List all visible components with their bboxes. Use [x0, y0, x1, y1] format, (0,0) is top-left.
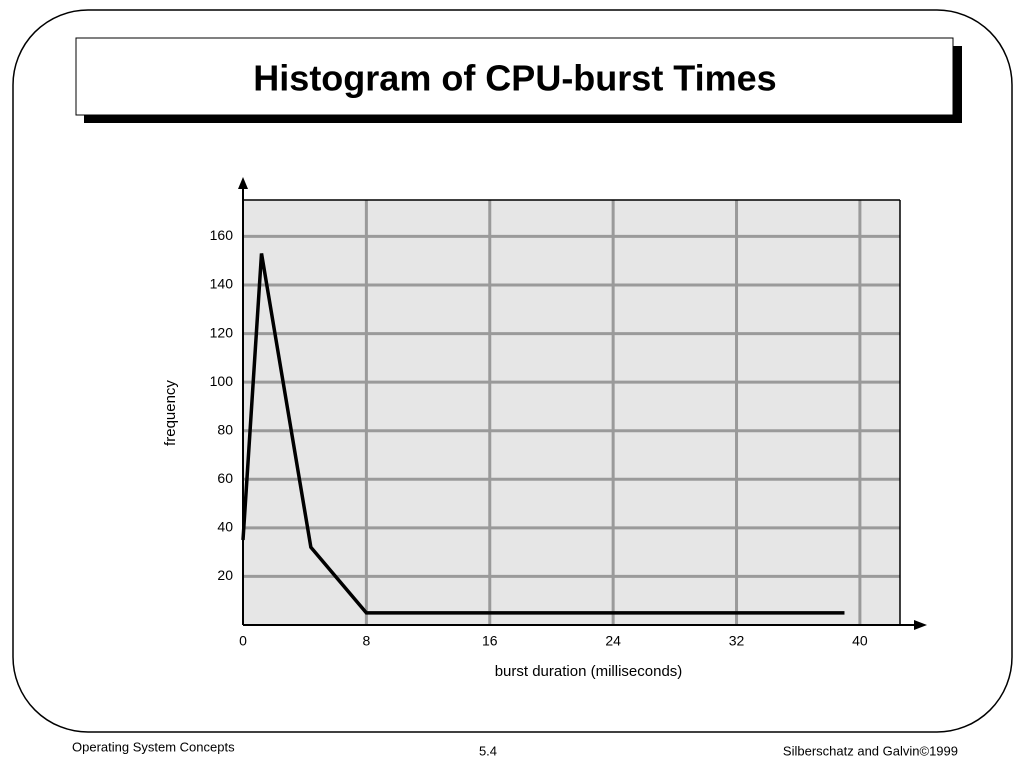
x-axis-arrow: [914, 620, 927, 630]
x-tick-label: 32: [729, 633, 745, 649]
y-tick-label: 160: [210, 227, 234, 243]
x-tick-label: 40: [852, 633, 868, 649]
footer-center: 5.4: [479, 743, 497, 758]
y-tick-label: 40: [217, 519, 233, 535]
y-axis-arrow: [238, 177, 248, 189]
x-tick-label: 0: [239, 633, 247, 649]
y-tick-label: 100: [210, 373, 234, 389]
footer-right: Silberschatz and Galvin©1999: [783, 743, 958, 758]
y-axis-label: frequency: [162, 380, 179, 446]
y-tick-label: 60: [217, 470, 233, 486]
data-line: [241, 253, 845, 615]
x-tick-label: 24: [605, 633, 621, 649]
x-axis-label: burst duration (milliseconds): [495, 663, 683, 680]
chart-title: Histogram of CPU-burst Times: [253, 58, 776, 99]
x-tick-label: 16: [482, 633, 498, 649]
plot: 20 40 60 80 100 120 140 160 0 8 16 24 32 40 burst dura…: [162, 177, 927, 680]
title-box: [75, 37, 954, 116]
x-tick-label: 8: [362, 633, 370, 649]
y-tick-label: 140: [210, 276, 234, 292]
y-tick-label: 80: [217, 421, 233, 437]
footer-left: Operating System Concepts: [72, 739, 235, 754]
y-tick-label: 20: [217, 567, 233, 583]
y-tick-label: 120: [210, 324, 234, 340]
plot-area: [243, 200, 900, 625]
